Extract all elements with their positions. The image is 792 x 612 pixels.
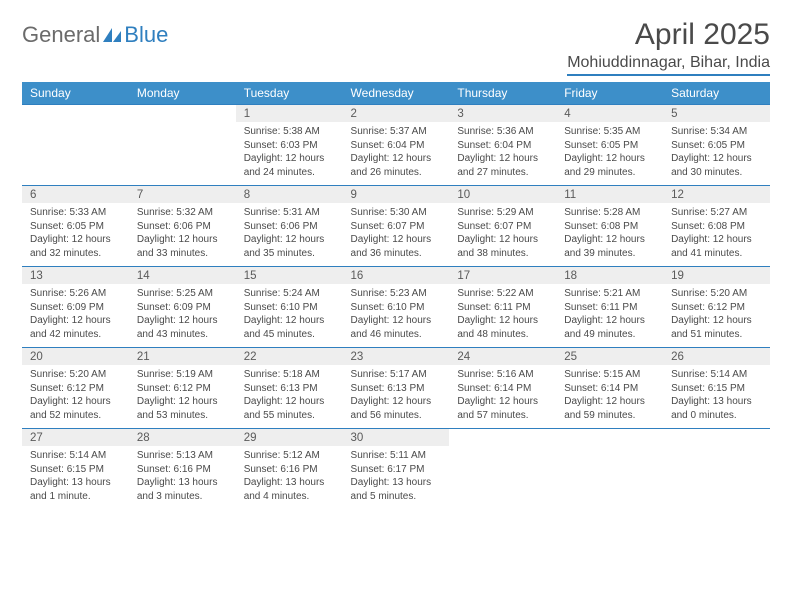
day-detail-cell: Sunrise: 5:22 AMSunset: 6:11 PMDaylight:… — [449, 284, 556, 348]
calendar-table: SundayMondayTuesdayWednesdayThursdayFrid… — [22, 82, 770, 509]
day-number-cell: 8 — [236, 186, 343, 204]
blank-cell — [129, 122, 236, 186]
day-number-cell: 26 — [663, 348, 770, 366]
day-detail-row: Sunrise: 5:38 AMSunset: 6:03 PMDaylight:… — [22, 122, 770, 186]
day-number-cell: 12 — [663, 186, 770, 204]
day-detail-row: Sunrise: 5:33 AMSunset: 6:05 PMDaylight:… — [22, 203, 770, 267]
location-subtitle: Mohiuddinnagar, Bihar, India — [567, 54, 770, 72]
day-detail-cell: Sunrise: 5:13 AMSunset: 6:16 PMDaylight:… — [129, 446, 236, 509]
day-detail-cell: Sunrise: 5:33 AMSunset: 6:05 PMDaylight:… — [22, 203, 129, 267]
blank-cell — [556, 429, 663, 447]
day-detail-cell: Sunrise: 5:16 AMSunset: 6:14 PMDaylight:… — [449, 365, 556, 429]
day-number-cell: 1 — [236, 105, 343, 123]
day-number-cell: 4 — [556, 105, 663, 123]
day-number-cell: 28 — [129, 429, 236, 447]
day-detail-cell: Sunrise: 5:36 AMSunset: 6:04 PMDaylight:… — [449, 122, 556, 186]
day-detail-cell: Sunrise: 5:18 AMSunset: 6:13 PMDaylight:… — [236, 365, 343, 429]
title-underline — [567, 74, 770, 76]
day-number-cell: 18 — [556, 267, 663, 285]
day-number-cell: 2 — [343, 105, 450, 123]
weekday-header: Thursday — [449, 82, 556, 105]
day-number-cell: 9 — [343, 186, 450, 204]
day-number-cell: 14 — [129, 267, 236, 285]
blank-cell — [22, 105, 129, 123]
blank-cell — [449, 429, 556, 447]
day-detail-cell: Sunrise: 5:38 AMSunset: 6:03 PMDaylight:… — [236, 122, 343, 186]
day-detail-cell: Sunrise: 5:17 AMSunset: 6:13 PMDaylight:… — [343, 365, 450, 429]
day-number-cell: 13 — [22, 267, 129, 285]
title-block: April 2025 Mohiuddinnagar, Bihar, India — [567, 18, 770, 76]
day-number-cell: 30 — [343, 429, 450, 447]
header: General Blue April 2025 Mohiuddinnagar, … — [22, 18, 770, 76]
day-number-cell: 6 — [22, 186, 129, 204]
day-detail-cell: Sunrise: 5:34 AMSunset: 6:05 PMDaylight:… — [663, 122, 770, 186]
logo-text-blue: Blue — [124, 22, 168, 48]
day-detail-cell: Sunrise: 5:27 AMSunset: 6:08 PMDaylight:… — [663, 203, 770, 267]
weekday-header: Friday — [556, 82, 663, 105]
blank-cell — [663, 429, 770, 447]
logo: General Blue — [22, 18, 168, 48]
day-number-row: 12345 — [22, 105, 770, 123]
day-number-cell: 25 — [556, 348, 663, 366]
day-number-cell: 10 — [449, 186, 556, 204]
day-number-cell: 24 — [449, 348, 556, 366]
day-number-cell: 21 — [129, 348, 236, 366]
day-detail-cell: Sunrise: 5:14 AMSunset: 6:15 PMDaylight:… — [22, 446, 129, 509]
day-detail-cell: Sunrise: 5:37 AMSunset: 6:04 PMDaylight:… — [343, 122, 450, 186]
day-detail-cell: Sunrise: 5:31 AMSunset: 6:06 PMDaylight:… — [236, 203, 343, 267]
day-number-cell: 17 — [449, 267, 556, 285]
blank-cell — [22, 122, 129, 186]
day-number-row: 13141516171819 — [22, 267, 770, 285]
day-number-cell: 15 — [236, 267, 343, 285]
weekday-header: Tuesday — [236, 82, 343, 105]
day-detail-cell: Sunrise: 5:29 AMSunset: 6:07 PMDaylight:… — [449, 203, 556, 267]
blank-cell — [663, 446, 770, 509]
day-number-cell: 29 — [236, 429, 343, 447]
day-number-cell: 11 — [556, 186, 663, 204]
day-detail-cell: Sunrise: 5:28 AMSunset: 6:08 PMDaylight:… — [556, 203, 663, 267]
day-detail-cell: Sunrise: 5:11 AMSunset: 6:17 PMDaylight:… — [343, 446, 450, 509]
weekday-header: Monday — [129, 82, 236, 105]
day-detail-cell: Sunrise: 5:21 AMSunset: 6:11 PMDaylight:… — [556, 284, 663, 348]
day-detail-cell: Sunrise: 5:30 AMSunset: 6:07 PMDaylight:… — [343, 203, 450, 267]
day-number-cell: 22 — [236, 348, 343, 366]
logo-text-general: General — [22, 22, 100, 48]
day-number-cell: 7 — [129, 186, 236, 204]
day-detail-cell: Sunrise: 5:23 AMSunset: 6:10 PMDaylight:… — [343, 284, 450, 348]
logo-sail-icon — [102, 27, 122, 43]
day-detail-cell: Sunrise: 5:19 AMSunset: 6:12 PMDaylight:… — [129, 365, 236, 429]
day-number-cell: 5 — [663, 105, 770, 123]
day-detail-row: Sunrise: 5:20 AMSunset: 6:12 PMDaylight:… — [22, 365, 770, 429]
weekday-header-row: SundayMondayTuesdayWednesdayThursdayFrid… — [22, 82, 770, 105]
day-number-cell: 16 — [343, 267, 450, 285]
day-number-cell: 23 — [343, 348, 450, 366]
weekday-header: Sunday — [22, 82, 129, 105]
day-detail-cell: Sunrise: 5:32 AMSunset: 6:06 PMDaylight:… — [129, 203, 236, 267]
blank-cell — [129, 105, 236, 123]
day-number-cell: 20 — [22, 348, 129, 366]
day-detail-cell: Sunrise: 5:20 AMSunset: 6:12 PMDaylight:… — [22, 365, 129, 429]
day-number-row: 6789101112 — [22, 186, 770, 204]
blank-cell — [449, 446, 556, 509]
day-detail-cell: Sunrise: 5:35 AMSunset: 6:05 PMDaylight:… — [556, 122, 663, 186]
day-detail-cell: Sunrise: 5:24 AMSunset: 6:10 PMDaylight:… — [236, 284, 343, 348]
day-detail-cell: Sunrise: 5:25 AMSunset: 6:09 PMDaylight:… — [129, 284, 236, 348]
day-number-cell: 19 — [663, 267, 770, 285]
day-detail-cell: Sunrise: 5:20 AMSunset: 6:12 PMDaylight:… — [663, 284, 770, 348]
day-number-row: 20212223242526 — [22, 348, 770, 366]
day-detail-cell: Sunrise: 5:14 AMSunset: 6:15 PMDaylight:… — [663, 365, 770, 429]
weekday-header: Saturday — [663, 82, 770, 105]
calendar-body: 12345Sunrise: 5:38 AMSunset: 6:03 PMDayl… — [22, 105, 770, 510]
day-detail-row: Sunrise: 5:26 AMSunset: 6:09 PMDaylight:… — [22, 284, 770, 348]
day-number-cell: 3 — [449, 105, 556, 123]
day-detail-cell: Sunrise: 5:12 AMSunset: 6:16 PMDaylight:… — [236, 446, 343, 509]
month-title: April 2025 — [567, 18, 770, 52]
day-detail-cell: Sunrise: 5:26 AMSunset: 6:09 PMDaylight:… — [22, 284, 129, 348]
day-number-cell: 27 — [22, 429, 129, 447]
weekday-header: Wednesday — [343, 82, 450, 105]
blank-cell — [556, 446, 663, 509]
day-detail-cell: Sunrise: 5:15 AMSunset: 6:14 PMDaylight:… — [556, 365, 663, 429]
day-number-row: 27282930 — [22, 429, 770, 447]
day-detail-row: Sunrise: 5:14 AMSunset: 6:15 PMDaylight:… — [22, 446, 770, 509]
